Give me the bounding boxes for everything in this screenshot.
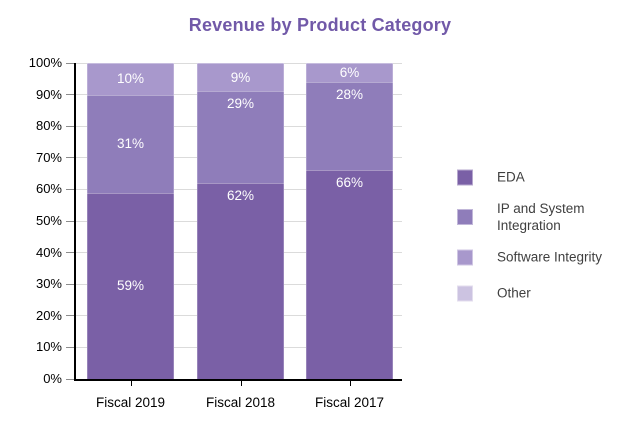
bar-segment-label: 59% [116, 278, 145, 294]
bar-segment: 59% [87, 192, 174, 379]
legend-label: IP and System Integration [497, 201, 585, 233]
x-axis-label: Fiscal 2019 [95, 395, 166, 410]
bar-segment-label: 29% [226, 96, 255, 112]
bar-segment: 31% [87, 94, 174, 193]
y-axis-tick [66, 378, 74, 380]
bar-fiscal-2019: 59% 31% 10% [87, 63, 174, 379]
legend-swatch [457, 249, 473, 265]
x-axis-label: Fiscal 2018 [205, 395, 276, 410]
x-axis-tick [130, 379, 132, 386]
bar-segment: 29% [197, 91, 284, 184]
y-axis-tick [66, 62, 74, 64]
legend-label: Other [497, 285, 531, 301]
legend-swatch [457, 209, 473, 225]
x-axis-tick [349, 379, 351, 386]
bar-segment: 9% [197, 63, 284, 92]
bar-segment-label: 31% [116, 136, 145, 152]
bar-segment-label: 6% [339, 64, 360, 80]
plot-area: 59% 31% 10% Fiscal 2019 62% 29% 9% Fiscal 2018 6… [66, 62, 402, 410]
bar-segment: 66% [306, 170, 393, 379]
y-axis-tick [66, 220, 74, 222]
bar-segment-label: 9% [230, 69, 251, 85]
bar-segment: 10% [87, 63, 174, 95]
y-axis-tick [66, 94, 74, 96]
y-axis-tick-label: 50% [35, 213, 62, 228]
chart-title: Revenue by Product Category [188, 15, 452, 35]
legend-item-software-integrity: Software Integrity [457, 249, 629, 266]
bar-fiscal-2017: 66% 28% 6% [306, 63, 393, 379]
bar-segment-label: 28% [335, 86, 364, 102]
y-axis-tick-label: 80% [35, 118, 62, 134]
legend-swatch [457, 169, 473, 185]
bar-segment: 6% [306, 63, 393, 82]
y-axis-tick [66, 346, 74, 348]
x-axis-label: Fiscal 2017 [314, 395, 385, 410]
x-axis-tick [240, 379, 242, 386]
y-axis-tick [66, 188, 74, 190]
y-axis-tick-label: 0% [43, 371, 62, 386]
y-axis-tick-label: 60% [35, 181, 62, 197]
bar-segment-label: 62% [226, 188, 255, 204]
legend-label: EDA [497, 169, 525, 185]
bar-segment: 28% [306, 81, 393, 171]
gridline [76, 62, 402, 64]
y-axis-tick [66, 315, 74, 317]
legend: EDA IP and System Integration Software Int… [457, 0, 637, 433]
bar-fiscal-2018: 62% 29% 9% [197, 63, 284, 379]
y-axis-tick-label: 100% [28, 55, 62, 70]
y-axis-tick-label: 30% [35, 276, 62, 292]
y-axis-tick [66, 252, 74, 254]
y-axis-tick-label: 70% [35, 149, 62, 165]
legend-label: Software Integrity [497, 249, 603, 265]
legend-item-ip-and-system-integration: IP and System Integration [457, 200, 629, 234]
legend-item-eda: EDA [457, 169, 629, 186]
bar-segment: 62% [197, 183, 284, 379]
y-axis-tick [66, 157, 74, 159]
y-axis-tick-label: 40% [35, 244, 62, 260]
bar-segment-label: 66% [335, 175, 364, 191]
legend-item-other: Other [457, 285, 629, 302]
y-axis-tick [66, 283, 74, 285]
y-axis-tick-label: 10% [35, 339, 62, 355]
y-axis-tick-label: 90% [35, 86, 62, 102]
bar-segment-label: 10% [116, 71, 145, 87]
legend-swatch [457, 285, 473, 301]
y-axis-tick [66, 125, 74, 127]
y-axis-tick-label: 20% [35, 307, 62, 323]
